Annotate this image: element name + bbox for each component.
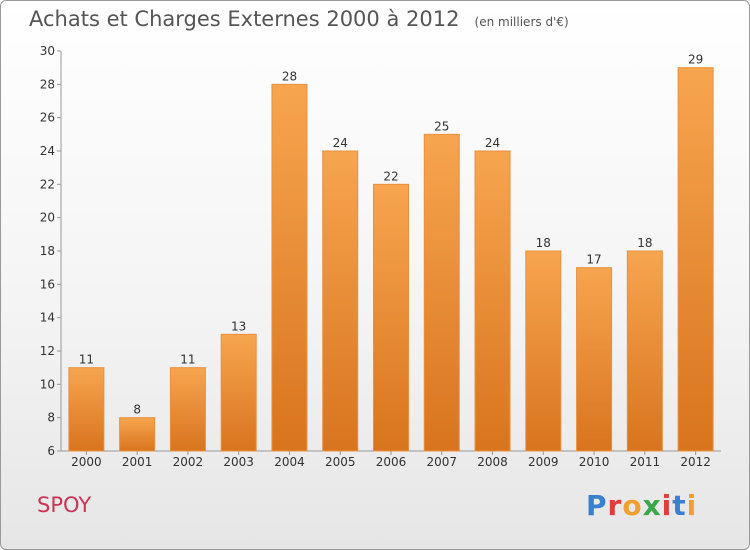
data-label-2003: 13 bbox=[231, 319, 246, 333]
y-tick-label: 8 bbox=[47, 411, 55, 425]
bar-2000 bbox=[68, 367, 105, 452]
logo-letter: P bbox=[586, 489, 608, 522]
data-label-2002: 11 bbox=[180, 353, 195, 367]
logo-letter: r bbox=[607, 489, 623, 522]
bar-2008 bbox=[474, 150, 511, 452]
logo-letter: o bbox=[622, 489, 643, 522]
x-tick-label-2011: 2011 bbox=[630, 455, 661, 469]
y-tick-label: 14 bbox=[40, 311, 55, 325]
y-tick-label: 12 bbox=[40, 344, 55, 358]
x-tick-label-2006: 2006 bbox=[376, 455, 407, 469]
x-tick-label-2001: 2001 bbox=[122, 455, 153, 469]
x-tick-label-2005: 2005 bbox=[325, 455, 356, 469]
y-tick-label: 30 bbox=[40, 44, 55, 58]
labels: 11 8 11 13 28 24 22 25 24 18 17 18 29 bbox=[79, 53, 704, 417]
title-row: Achats et Charges Externes 2000 à 2012 (… bbox=[29, 7, 569, 31]
axes: 6 8 10 12 14 16 18 20 22 24 26 28 30 2000 2001 2002 2003… bbox=[40, 44, 721, 469]
y-tick-label: 10 bbox=[40, 377, 55, 391]
x-tick-label-2002: 2002 bbox=[173, 455, 204, 469]
bar-2001 bbox=[119, 417, 156, 452]
x-tick-label-2009: 2009 bbox=[528, 455, 559, 469]
data-label-2010: 17 bbox=[586, 253, 601, 267]
bar-2004 bbox=[271, 83, 308, 452]
x-tick-label-2003: 2003 bbox=[223, 455, 254, 469]
chart-title: Achats et Charges Externes 2000 à 2012 bbox=[29, 7, 460, 31]
data-label-2011: 18 bbox=[637, 236, 652, 250]
bars bbox=[68, 67, 714, 452]
bar-2010 bbox=[576, 267, 613, 452]
logo-letter: t bbox=[672, 489, 687, 522]
data-label-2008: 24 bbox=[485, 136, 500, 150]
x-tick-label-2012: 2012 bbox=[680, 455, 711, 469]
bar-2011 bbox=[626, 250, 663, 452]
y-tick-label: 20 bbox=[40, 211, 55, 225]
logo-letter: i bbox=[686, 489, 698, 522]
chart-subtitle: (en milliers d'€) bbox=[474, 15, 569, 29]
bar-2002 bbox=[169, 367, 206, 452]
logo-letter: i bbox=[661, 489, 673, 522]
x-tick-label-2007: 2007 bbox=[426, 455, 457, 469]
x-tick-label-2004: 2004 bbox=[274, 455, 305, 469]
y-tick-label: 28 bbox=[40, 77, 55, 91]
x-tick-label-2000: 2000 bbox=[71, 455, 102, 469]
bar-2009 bbox=[525, 250, 562, 452]
data-label-2005: 24 bbox=[333, 136, 348, 150]
y-tick-label: 6 bbox=[47, 444, 55, 458]
commune-name: SPOY bbox=[37, 493, 92, 517]
y-tick-label: 18 bbox=[40, 244, 55, 258]
bar-2005 bbox=[322, 150, 359, 452]
bar-2012 bbox=[677, 67, 714, 452]
x-tick-label-2008: 2008 bbox=[477, 455, 508, 469]
data-label-2009: 18 bbox=[536, 236, 551, 250]
y-tick-label: 26 bbox=[40, 111, 55, 125]
logo-letter: x bbox=[642, 489, 662, 522]
data-label-2004: 28 bbox=[282, 69, 297, 83]
y-tick-label: 24 bbox=[40, 144, 55, 158]
data-label-2006: 22 bbox=[383, 169, 398, 183]
bar-2003 bbox=[220, 333, 257, 452]
data-label-2001: 8 bbox=[133, 403, 141, 417]
data-label-2007: 25 bbox=[434, 119, 449, 133]
bar-2006 bbox=[373, 183, 409, 452]
data-label-2000: 11 bbox=[79, 353, 94, 367]
data-label-2012: 29 bbox=[688, 53, 703, 67]
proxiti-logo[interactable]: Proxiti bbox=[586, 489, 697, 522]
bar-2007 bbox=[423, 133, 460, 452]
x-tick-label-2010: 2010 bbox=[579, 455, 610, 469]
y-tick-label: 22 bbox=[40, 177, 55, 191]
y-tick-label: 16 bbox=[40, 277, 55, 291]
